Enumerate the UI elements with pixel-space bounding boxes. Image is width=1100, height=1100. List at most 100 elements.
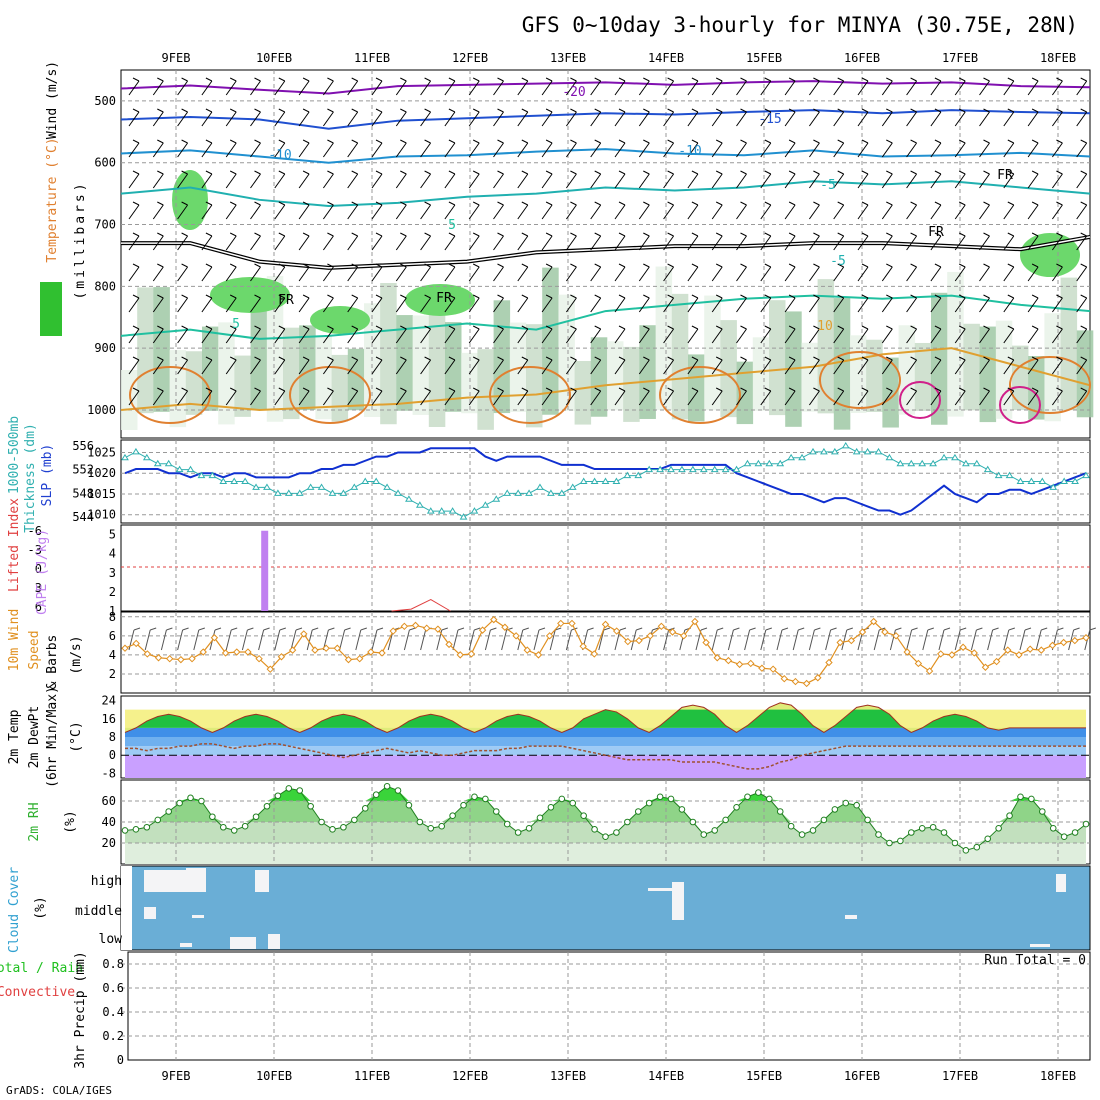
barb-staff xyxy=(177,359,189,375)
thickness-point xyxy=(121,453,129,461)
wind-barb xyxy=(784,77,796,96)
axis-side-label: Thickness (dm) xyxy=(23,423,38,533)
barb-staff xyxy=(152,359,164,375)
wind-barb xyxy=(493,325,504,344)
wind-barb xyxy=(1076,387,1088,406)
thickness-point xyxy=(547,489,555,496)
barb-staff xyxy=(833,359,845,375)
rh-point xyxy=(394,787,402,794)
cloud-block xyxy=(648,888,678,891)
top-date-label: 18FEB xyxy=(1040,51,1076,65)
rh-point xyxy=(252,813,260,821)
barb-staff xyxy=(468,235,480,251)
pressure-tick: 700 xyxy=(94,218,116,232)
thickness-point xyxy=(306,483,315,490)
wind-barb xyxy=(225,139,237,158)
thickness-tick: 548 xyxy=(72,486,94,500)
rh-point xyxy=(776,808,784,815)
barb-staff xyxy=(371,204,383,220)
barb-staff xyxy=(322,266,334,282)
barb-flag xyxy=(545,294,553,299)
wind-barb xyxy=(517,325,529,344)
barb-flag xyxy=(1031,77,1039,82)
wind-barb xyxy=(250,325,261,344)
wind-barb xyxy=(736,139,747,158)
contour-label: -5 xyxy=(830,254,846,269)
barb-staff xyxy=(614,390,626,406)
wind-barb xyxy=(614,294,626,313)
wind-barb xyxy=(177,263,189,282)
wind-barb xyxy=(322,294,334,313)
barb-flag xyxy=(813,139,820,144)
barb-staff xyxy=(347,390,359,406)
barb-staff xyxy=(541,297,553,313)
wind-barb xyxy=(857,387,869,406)
barb-flag xyxy=(327,201,334,206)
wind-barb xyxy=(395,232,407,251)
wind-barb xyxy=(808,139,820,158)
barb-staff xyxy=(930,390,942,406)
wind10-speed-point xyxy=(612,627,621,635)
contour-label: -20 xyxy=(562,85,585,100)
wind-barb xyxy=(1003,294,1015,313)
barb-staff xyxy=(663,173,675,189)
wind-barb xyxy=(1076,263,1088,282)
wind10-speed-point xyxy=(177,655,185,664)
barb-staff xyxy=(930,142,942,158)
barb-staff xyxy=(638,173,650,189)
wind-barb xyxy=(274,325,286,344)
barb-flag xyxy=(254,294,261,299)
wind-barb xyxy=(128,77,140,96)
wind-barb xyxy=(298,387,310,406)
barb-flag xyxy=(254,139,261,144)
barb-staff xyxy=(979,297,990,313)
barb-staff xyxy=(760,204,772,220)
wind-barb xyxy=(565,201,577,220)
barb-staff xyxy=(1003,266,1015,282)
barb-flag xyxy=(837,170,844,175)
barb-staff xyxy=(322,328,334,344)
wind-barb xyxy=(274,294,286,313)
wind-barb xyxy=(1051,387,1063,406)
wind-barb xyxy=(250,387,261,406)
barb-flag xyxy=(327,170,334,175)
barb-staff xyxy=(760,390,772,406)
barb-flag xyxy=(521,139,529,144)
wind-barb xyxy=(468,232,480,251)
barb-staff xyxy=(638,235,650,251)
barb-flag xyxy=(375,170,383,175)
barb-staff xyxy=(468,359,480,375)
axis-side-label: (m/s) xyxy=(69,635,84,674)
wind10-speed-point xyxy=(411,621,420,630)
barb-flag xyxy=(715,232,723,237)
wind-barb xyxy=(663,387,675,406)
rh-point xyxy=(875,831,882,838)
axis-side-label: 10m Wind xyxy=(7,609,22,672)
wind-barb xyxy=(1051,139,1063,158)
wind10-speed-point xyxy=(1026,645,1034,653)
barb-flag xyxy=(594,108,601,113)
barb-flag xyxy=(934,232,942,237)
axis-side-label: (6hr Min/Max) xyxy=(45,686,60,788)
barb-flag xyxy=(740,356,747,361)
thickness-point xyxy=(972,459,981,467)
barb-flag xyxy=(132,201,140,206)
barb-staff xyxy=(930,359,942,375)
barb-flag xyxy=(886,294,893,299)
wind10-speed-point xyxy=(970,649,978,657)
rh-point xyxy=(918,825,926,832)
barb-staff xyxy=(760,266,772,282)
barb-flag xyxy=(545,77,553,82)
barb-flag xyxy=(205,201,213,206)
barb-staff xyxy=(889,629,896,651)
thickness-point xyxy=(426,507,435,514)
thickness-point xyxy=(721,465,730,473)
barb-staff xyxy=(614,204,626,220)
barb-flag xyxy=(490,627,497,631)
barb-flag xyxy=(375,77,383,82)
wind-barb xyxy=(420,77,432,96)
barb-staff xyxy=(493,142,504,158)
barb-flag xyxy=(667,387,674,392)
barb-staff xyxy=(371,173,383,189)
